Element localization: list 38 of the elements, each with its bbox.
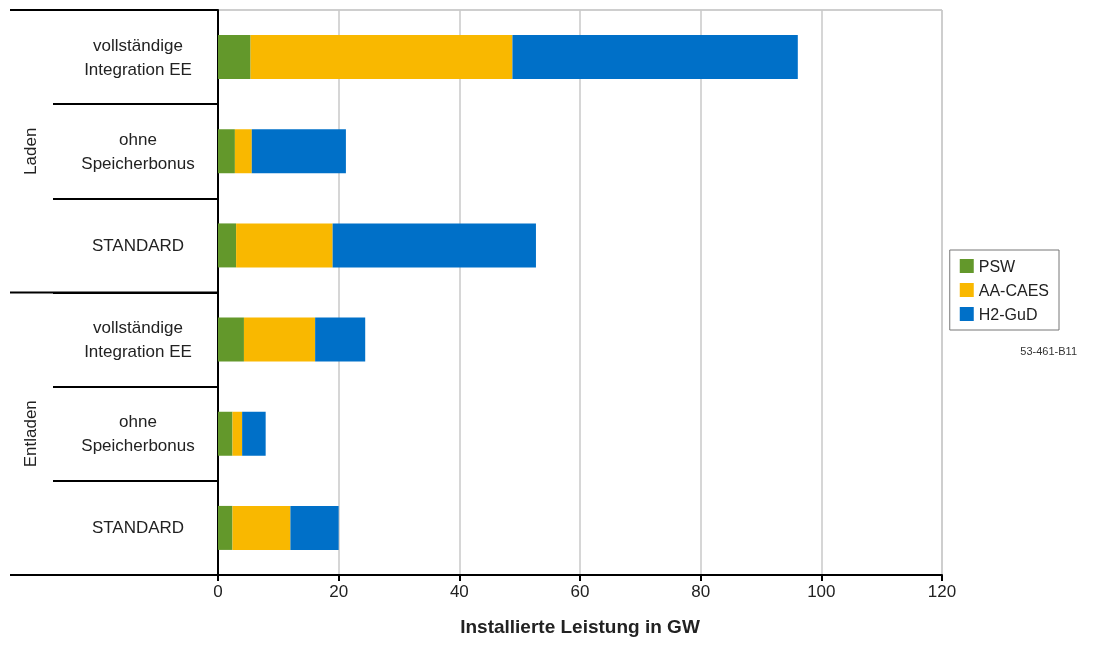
bar <box>512 35 798 80</box>
bar <box>218 223 237 268</box>
x-tick-label: 120 <box>927 582 957 601</box>
text: Laden <box>20 127 40 175</box>
bar <box>243 317 316 362</box>
legend-label: H2-GuD <box>978 305 1038 323</box>
x-tick-label: 0 <box>213 582 223 601</box>
text: Entladen <box>20 400 40 468</box>
bar <box>232 411 243 456</box>
y-tick-label: STANDARD <box>91 235 185 255</box>
bar <box>290 505 339 550</box>
x-tick-label: 40 <box>449 582 469 601</box>
bar <box>315 317 366 362</box>
x-tick-label: 100 <box>807 582 836 601</box>
x-tick-label: 20 <box>329 582 349 601</box>
x-tick-label: 80 <box>691 582 711 601</box>
legend-label: PSW <box>978 257 1017 275</box>
bar <box>242 411 266 456</box>
bar <box>218 411 233 456</box>
legend-label: AA-CAES <box>978 281 1050 299</box>
bar <box>232 505 291 550</box>
bar <box>251 129 346 174</box>
x-tick-label: 60 <box>570 582 590 601</box>
bar <box>218 317 244 362</box>
bar <box>218 35 251 80</box>
text: 53-461-B11 <box>1020 344 1077 357</box>
y-tick-label: STANDARD <box>91 518 185 538</box>
y-tick-label: ohne Speicherbonus <box>81 129 195 173</box>
bar <box>234 129 252 174</box>
x-axis-title: Installierte Leistung in GW <box>460 616 700 637</box>
bar <box>218 129 235 174</box>
bar <box>236 223 333 268</box>
bar <box>332 223 536 268</box>
bar <box>218 505 233 550</box>
y-tick-label: ohne Speicherbonus <box>81 412 195 456</box>
y-tick-label: vollständige Integration EE <box>84 318 192 362</box>
bar <box>250 35 513 80</box>
y-tick-label: vollständige Integration EE <box>84 35 192 79</box>
